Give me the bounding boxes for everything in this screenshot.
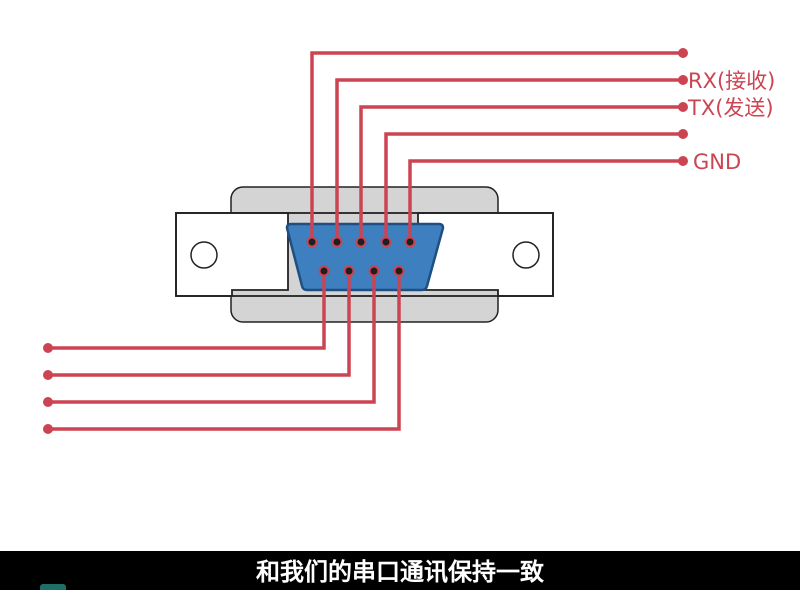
mounting-hole-right [512, 241, 540, 269]
pin-row-top [306, 236, 416, 248]
mounting-hole-left [190, 241, 218, 269]
terminal-dot [678, 48, 688, 58]
wire-terminals [43, 48, 688, 434]
tx-label: TX(发送) [687, 96, 774, 120]
lower-wires [48, 271, 401, 431]
subtitle-bar: 和我们的串口通讯保持一致 [0, 551, 800, 590]
terminal-dot [43, 370, 53, 380]
wire-pin-6 [48, 271, 326, 350]
terminal-dot [678, 156, 688, 166]
rx-label: RX(接收) [688, 69, 775, 93]
pin-4 [380, 236, 392, 248]
wire-pin-4 [384, 132, 683, 242]
pin-3 [355, 236, 367, 248]
wire-pin-3 [359, 105, 683, 242]
terminal-dot [43, 424, 53, 434]
terminal-dot [43, 343, 53, 353]
pin-6 [318, 265, 330, 277]
pin-2 [331, 236, 343, 248]
pin-8 [368, 265, 380, 277]
pin-row-bottom [318, 265, 405, 277]
wire-pin-7 [48, 271, 351, 377]
pin-9 [393, 265, 405, 277]
terminal-dot [678, 129, 688, 139]
subtitle-text: 和我们的串口通讯保持一致 [256, 558, 544, 586]
gnd-label: GND [693, 150, 741, 174]
terminal-dot [43, 397, 53, 407]
wire-pin-2 [335, 78, 683, 242]
pin-5 [404, 236, 416, 248]
terminal-dot [678, 102, 688, 112]
wire-pin-5 [408, 159, 683, 242]
pin-7 [343, 265, 355, 277]
wire-pin-8 [48, 271, 376, 404]
pin-labels: RX(接收) TX(发送) GND [687, 69, 775, 174]
db9-connector [175, 186, 554, 323]
wire-pin-1 [310, 51, 683, 242]
terminal-dot [678, 75, 688, 85]
pin-1 [306, 236, 318, 248]
corner-mark [40, 584, 66, 590]
connector-flange-body [175, 212, 554, 297]
upper-wires [310, 51, 683, 242]
wire-pin-9 [48, 271, 401, 431]
